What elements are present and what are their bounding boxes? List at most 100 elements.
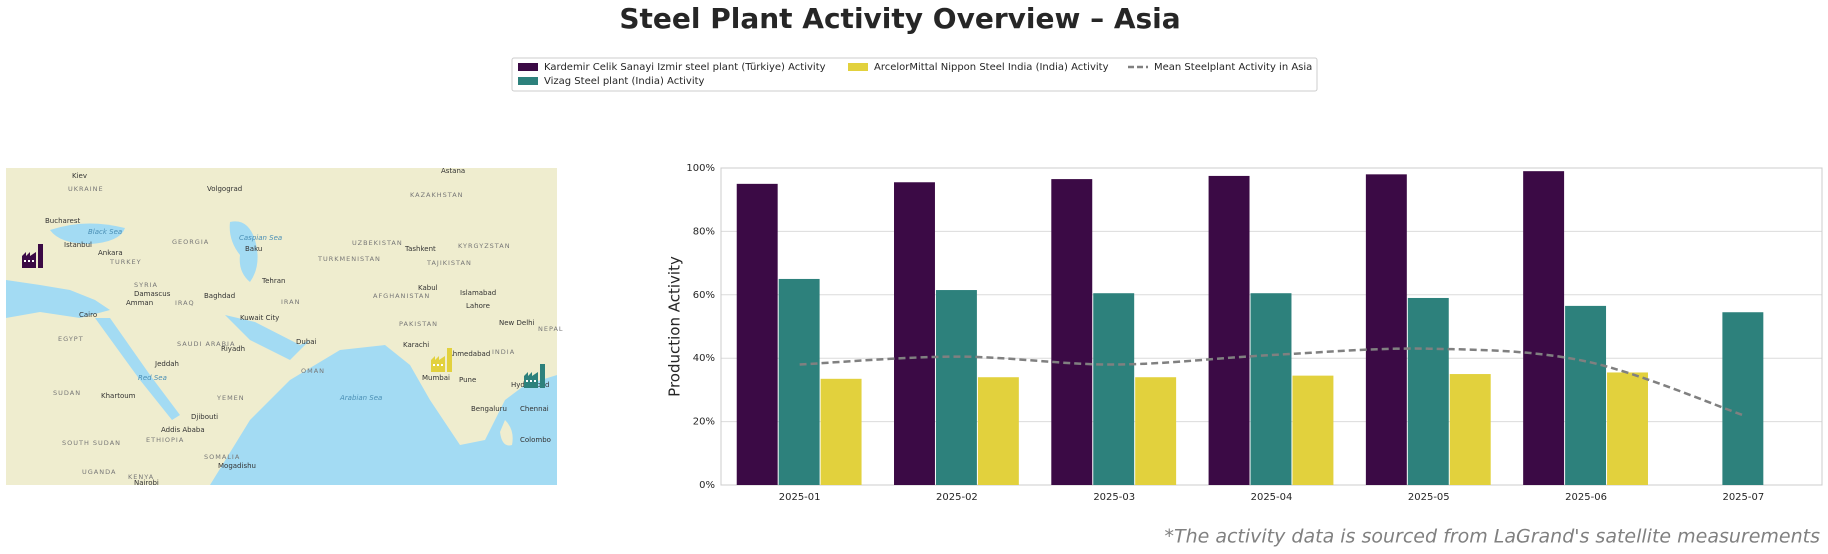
map-label: SUDAN [53,389,81,397]
map-label: Djibouti [191,413,218,421]
y-tick-label: 100% [686,163,715,174]
x-tick-label: 2025-01 [779,492,821,503]
legend-label: Vizag Steel plant (India) Activity [544,76,705,87]
map-label: UKRAINE [68,185,104,193]
bar [935,290,977,485]
y-tick-label: 20% [693,417,715,428]
legend-label: Kardemir Celik Sanayi Izmir steel plant … [544,62,826,73]
map-label: Riyadh [221,345,245,353]
sea [225,315,310,360]
map-label: Cairo [79,311,97,319]
factory-roof [431,356,445,360]
map-label: IRAN [281,298,300,306]
map-label: Chennai [520,405,549,413]
map-label: Damascus [134,290,171,298]
legend-label: ArcelorMittal Nippon Steel India (India)… [874,62,1109,73]
bar [1722,312,1764,485]
chart-title: Steel Plant Activity Overview – Asia [619,2,1180,35]
bar [1565,305,1607,485]
map-label: Addis Ababa [161,426,205,434]
legend-swatch [848,63,868,71]
map-label: PAKISTAN [399,320,438,328]
factory-window [530,380,532,382]
map-label: EGYPT [58,335,84,343]
sea [210,345,557,485]
map-label: Jeddah [154,360,179,368]
map-label: Tehran [261,277,285,285]
map-label: TAJIKISTAN [426,259,472,267]
bar [1051,179,1093,485]
map-label: Tashkent [404,245,436,253]
map-label: Bucharest [45,217,80,225]
map: Kiev Volgograd Astana UKRAINE KAZAKHSTAN Buch… [6,167,563,487]
bar [1449,374,1491,485]
bar [736,183,778,485]
map-label: UGANDA [82,468,116,476]
factory-window [441,364,443,366]
factory-roof [22,252,36,256]
map-label: Dubai [296,338,317,346]
map-label: Ankara [98,249,123,257]
map-label: Colombo [520,436,551,444]
map-label: INDIA [492,348,515,356]
x-tick-label: 2025-04 [1251,492,1293,503]
map-label: OMAN [301,367,325,375]
plant-marker [524,364,545,388]
legend-box [511,57,1318,92]
map-label: Baku [245,245,262,253]
map-label: Kuwait City [240,314,279,322]
map-label: Astana [441,167,465,175]
legend-label: Mean Steelplant Activity in Asia [1154,62,1312,73]
map-label: Mumbai [422,374,450,382]
map-label: SOMALIA [204,453,240,461]
sea [6,280,110,318]
y-axis-label: Production Activity [666,256,684,397]
x-tick-label: 2025-05 [1408,492,1450,503]
map-label: SYRIA [134,281,158,289]
y-tick-label: 60% [693,290,715,301]
plant-marker [22,244,43,268]
factory-window [534,380,536,382]
map-label: KYRGYZSTAN [458,242,511,250]
plant-marker [431,348,452,372]
map-label: Baghdad [204,292,235,300]
map-label: Karachi [403,341,429,349]
bar [1208,175,1250,486]
x-tick-label: 2025-03 [1093,492,1135,503]
map-label: Islamabad [460,289,496,297]
sea [50,223,125,244]
map-label: YEMEN [216,394,245,402]
map-label: Volgograd [207,185,242,193]
sea [229,221,258,282]
map-label: Black Sea [88,228,122,236]
y-tick-label: 40% [693,353,715,364]
bar [778,278,820,485]
map-label: Kabul [418,284,438,292]
factory-window [24,260,26,262]
x-tick-label: 2025-02 [936,492,978,503]
map-label: Red Sea [138,374,167,382]
island [500,420,513,446]
x-tick-label: 2025-07 [1722,492,1764,503]
legend-swatch [518,63,538,71]
map-label: Caspian Sea [239,234,282,242]
map-label: Ahmedabad [448,350,490,358]
map-label: Bengaluru [471,405,507,413]
map-label: UZBEKISTAN [352,239,403,247]
factory-roof [524,372,538,376]
x-tick-label: 2025-06 [1565,492,1607,503]
map-label: TURKMENISTAN [317,255,381,263]
bar [1093,293,1135,485]
bar [1407,297,1449,485]
mean-line [799,347,1744,417]
bar [894,182,935,485]
map-label: GEORGIA [172,238,209,246]
bar [1250,293,1292,485]
map-label: SOUTH SUDAN [62,439,121,447]
map-label: TURKEY [109,258,142,266]
y-tick-label: 0% [699,480,715,491]
map-label: Amman [126,299,153,307]
bar [1365,174,1407,485]
factory-window [437,364,439,366]
